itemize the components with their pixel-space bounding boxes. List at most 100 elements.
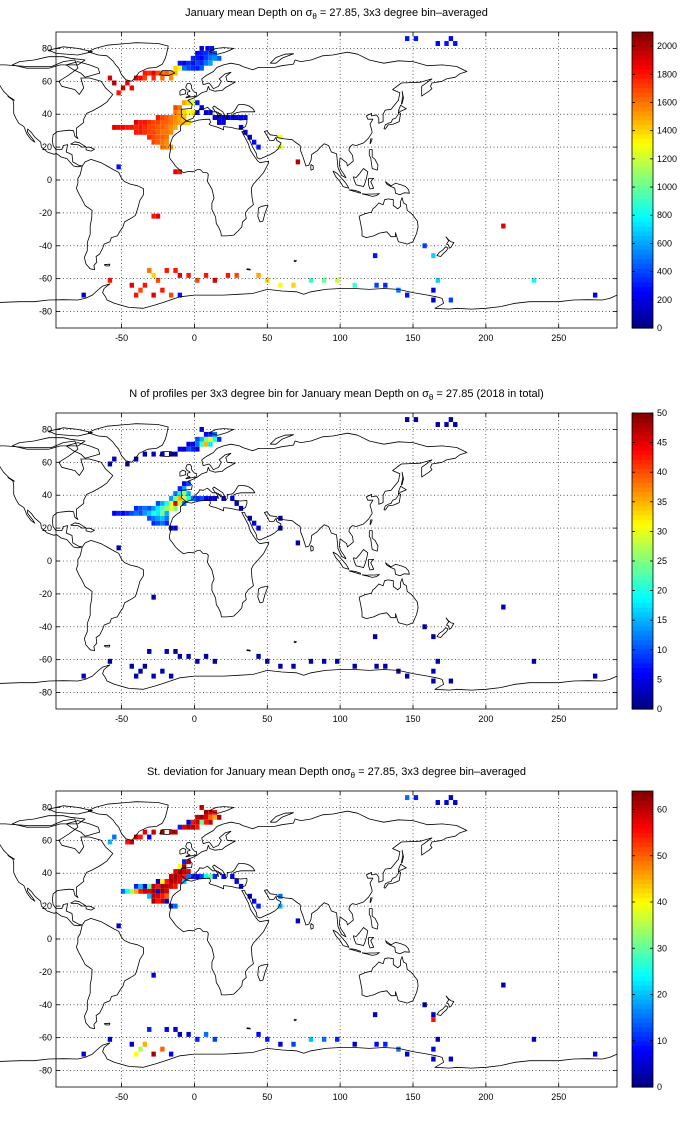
colorbar-segment (632, 681, 653, 687)
data-cell (374, 282, 379, 288)
colorbar-segment (632, 533, 653, 539)
coastline (384, 181, 410, 196)
data-cell (164, 119, 169, 125)
data-cell (251, 520, 257, 526)
data-cell (160, 287, 165, 293)
data-cell (142, 1041, 148, 1047)
data-cell (138, 505, 143, 511)
data-cell (352, 282, 357, 288)
data-cell (147, 515, 152, 521)
data-cell (435, 277, 440, 283)
chart-panel-1: January mean Depth on σθ = 27.85, 3x3 de… (0, 7, 677, 343)
y-tick-label: -60 (39, 1033, 52, 1043)
colorbar-segment (632, 809, 653, 815)
colorbar-segment (632, 180, 653, 186)
y-tick-label: -80 (39, 688, 52, 698)
x-tick-label: 100 (333, 333, 348, 343)
colorbar-tick-label: 400 (657, 267, 672, 277)
coastline (348, 948, 361, 953)
colorbar-segment (632, 1031, 653, 1037)
colorbar-segment (632, 1026, 653, 1033)
colorbar-segment (632, 436, 653, 442)
data-cell (133, 510, 139, 516)
data-cells (81, 795, 598, 1062)
data-cell (155, 115, 161, 120)
colorbar-segment (632, 249, 653, 255)
data-cell (164, 139, 169, 145)
data-cell (396, 1046, 401, 1052)
data-cell (453, 422, 458, 427)
colorbar-segment (632, 658, 653, 664)
colorbar-segment (632, 593, 653, 599)
data-cell (212, 1036, 218, 1042)
x-tick-label: 50 (262, 1092, 272, 1102)
colorbar-segment (632, 244, 653, 250)
data-cell (199, 55, 204, 61)
data-cell (177, 169, 183, 175)
data-cell (168, 903, 174, 909)
coastline (352, 549, 369, 568)
colorbar-tick-label: 1800 (657, 69, 677, 79)
data-cell (168, 75, 174, 81)
data-cell (138, 287, 143, 293)
colorbar-segment (632, 598, 653, 604)
colorbar-segment (632, 644, 653, 650)
data-cell (238, 124, 244, 130)
colorbar-segment (632, 874, 653, 880)
data-cell (431, 1017, 436, 1023)
colorbar-segment (632, 865, 653, 871)
data-cell (168, 144, 174, 150)
data-cell (155, 510, 161, 516)
colorbar-segment (632, 915, 653, 922)
plot-frame (55, 790, 618, 1088)
colorbar-segment (632, 207, 653, 213)
coastline (169, 432, 468, 618)
colorbar-segment (632, 175, 653, 181)
data-cell (112, 834, 117, 840)
coastline (368, 178, 375, 190)
colorbar-segment (632, 791, 653, 797)
colorbar-tick-label: 50 (657, 408, 667, 418)
colorbar-segment (632, 124, 653, 130)
colorbar-segment (632, 1022, 653, 1028)
colorbar-segment (632, 980, 653, 986)
data-cell (256, 653, 261, 659)
data-cell (251, 139, 257, 145)
data-cell (168, 496, 174, 501)
data-cell (133, 119, 139, 125)
data-cell (448, 795, 454, 801)
colorbar-segment (632, 64, 653, 70)
data-cell (208, 60, 213, 66)
data-cell (107, 839, 113, 845)
panels: January mean Depth on σθ = 27.85, 3x3 de… (0, 7, 677, 1102)
colorbar-segment (632, 295, 653, 301)
data-cell (278, 663, 283, 669)
data-cell (265, 277, 270, 283)
colorbar-tick-label: 600 (657, 238, 672, 248)
x-tick-label: 0 (192, 333, 197, 343)
colorbar-segment (632, 607, 653, 613)
colorbar-segment (632, 138, 653, 144)
colorbar-segment (632, 55, 653, 61)
data-cell (155, 129, 161, 135)
colorbar-tick-label: 5 (657, 674, 662, 684)
data-cell (177, 292, 183, 298)
colorbar-segment (632, 87, 653, 93)
colorbar-segment (632, 440, 653, 446)
plot-frame (55, 412, 618, 710)
colorbar-segment (632, 510, 653, 516)
colorbar-tick-label: 0 (657, 323, 662, 333)
data-cell (116, 923, 121, 929)
data-cell (120, 510, 126, 516)
data-cell (203, 110, 209, 116)
data-cell (256, 903, 261, 909)
data-cell (383, 282, 388, 288)
title-sigma: σ (422, 388, 429, 400)
data-cell (116, 510, 121, 516)
colorbar-segment (632, 911, 653, 917)
data-cell (195, 55, 200, 61)
data-cell (168, 70, 174, 76)
colorbar-tick-label: 30 (657, 526, 667, 536)
data-cell (531, 277, 537, 283)
colorbar-segment (632, 281, 653, 287)
